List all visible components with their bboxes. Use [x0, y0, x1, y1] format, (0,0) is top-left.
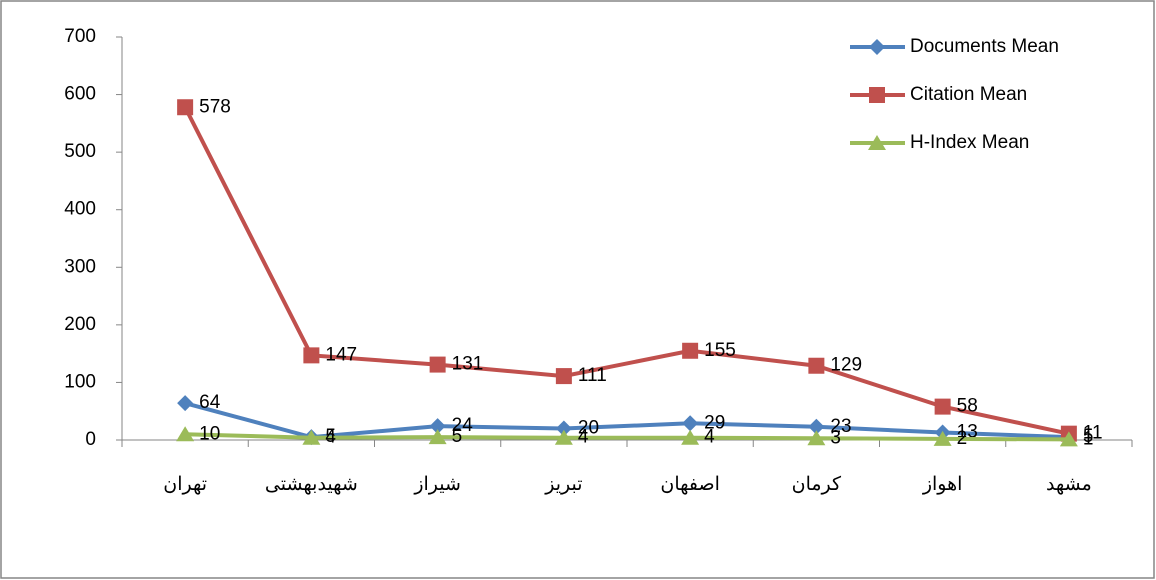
data-label: 64 [199, 392, 221, 413]
data-label: 23 [830, 416, 851, 437]
marker [1059, 431, 1078, 447]
series-line [183, 106, 1070, 436]
data-label: 147 [325, 344, 357, 365]
marker [429, 356, 446, 373]
x-tick-label: اصفهان [660, 474, 720, 495]
data-label: 10 [199, 423, 220, 444]
data-label: 11 [1083, 423, 1103, 444]
y-tick-label: 600 [64, 84, 96, 105]
marker [681, 429, 700, 445]
x-tick-label: اهواز [922, 474, 963, 495]
marker [555, 420, 572, 437]
data-label: 4 [578, 427, 589, 448]
marker [808, 357, 825, 374]
data-label: 155 [704, 340, 736, 361]
data-label: 20 [578, 418, 599, 439]
marker [808, 418, 825, 435]
data-label: 24 [452, 415, 474, 436]
marker [555, 368, 572, 385]
data-label: 5 [1083, 426, 1094, 447]
legend-label: Citation Mean [910, 84, 1027, 105]
data-label: 131 [452, 354, 484, 375]
legend-marker [869, 39, 885, 55]
y-tick-label: 300 [64, 256, 96, 277]
data-label: 3 [830, 427, 841, 448]
marker [429, 418, 446, 435]
data-label: 29 [704, 412, 725, 433]
legend-marker [869, 87, 885, 103]
marker [428, 429, 447, 445]
x-tick-label: کرمان [792, 474, 842, 495]
marker [933, 430, 952, 446]
data-label: 111 [578, 365, 607, 386]
marker [177, 99, 194, 116]
marker [554, 429, 573, 445]
y-tick-label: 100 [64, 371, 96, 392]
marker [177, 395, 194, 412]
legend-label: H-Index Mean [910, 132, 1029, 153]
series-line [185, 432, 1069, 442]
x-tick-label: مشهد [1046, 474, 1092, 495]
marker [302, 429, 321, 445]
x-tick-label: شیراز [413, 474, 461, 495]
marker [176, 426, 195, 442]
y-tick-label: 700 [64, 26, 96, 47]
data-label: 2 [957, 428, 968, 449]
x-tick-label: شهیدبهشتی [265, 474, 358, 495]
x-tick-label: تهران [163, 474, 207, 495]
marker [303, 347, 320, 364]
marker [807, 430, 826, 446]
marker [682, 415, 699, 432]
y-tick-label: 0 [85, 429, 96, 450]
data-label: 5 [452, 426, 463, 447]
y-tick-label: 500 [64, 141, 96, 162]
legend-label: Documents Mean [910, 36, 1059, 57]
marker [934, 398, 951, 415]
series-line [184, 401, 1069, 440]
data-label: 1 [1083, 428, 1094, 449]
data-label: 578 [199, 96, 231, 117]
data-label: 58 [957, 396, 978, 417]
data-label: 4 [325, 427, 336, 448]
x-tick-label: تبریز [544, 474, 582, 495]
y-tick-label: 200 [64, 314, 96, 335]
y-tick-label: 400 [64, 199, 96, 220]
legend-marker [868, 135, 886, 150]
marker [682, 342, 699, 359]
data-label: 129 [830, 355, 862, 376]
data-label: 4 [704, 427, 715, 448]
